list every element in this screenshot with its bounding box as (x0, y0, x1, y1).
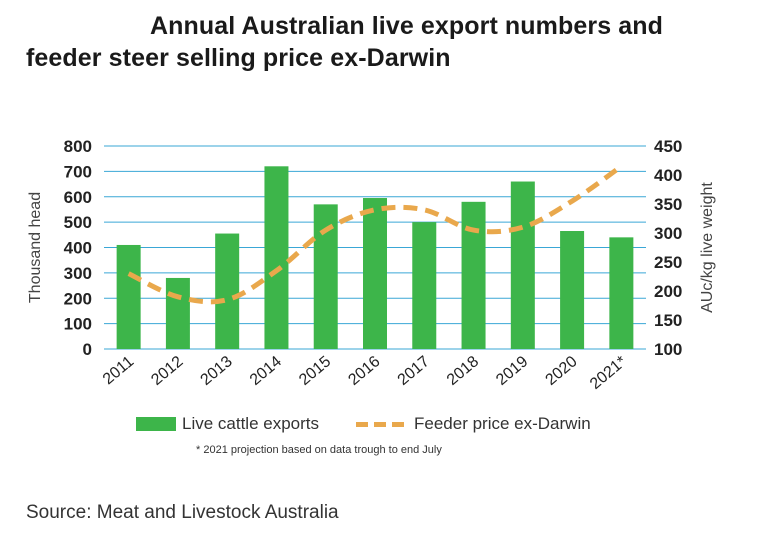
x-tick-label: 2018 (444, 353, 482, 389)
y-tick-label-right: 200 (654, 282, 682, 301)
y-tick-label-left: 800 (64, 137, 92, 156)
bar (510, 181, 535, 349)
source-text: Source: Meat and Livestock Australia (26, 502, 339, 523)
bar (215, 233, 240, 349)
chart-title-line1: Annual Australian live export numbers an… (150, 12, 663, 40)
legend-swatch-line (356, 421, 410, 427)
bar (560, 231, 585, 349)
bar (412, 222, 437, 349)
bar (609, 237, 634, 349)
bar (116, 244, 141, 349)
x-tick-label: 2011 (100, 353, 137, 388)
x-tick-label: 2013 (198, 353, 236, 389)
footnote: * 2021 projection based on data trough t… (196, 444, 442, 456)
price-line (127, 164, 623, 305)
bar (313, 204, 338, 349)
y-tick-label-left: 200 (64, 289, 92, 308)
y-tick-label-right: 450 (654, 137, 682, 156)
y-tick-label-left: 500 (64, 213, 92, 232)
y-tick-label-left: 0 (83, 340, 92, 359)
y-tick-label-left: 100 (64, 315, 92, 334)
bar (363, 198, 387, 349)
legend-label-price: Feeder price ex-Darwin (414, 414, 591, 433)
chart-area: 0 100 200 300 400 500 600 700 800 100 150 200 250 300… (27, 137, 716, 393)
x-tick-label: 2020 (542, 353, 580, 389)
bar (461, 201, 486, 349)
legend-swatch-bar (136, 417, 176, 431)
legend-item-price: Feeder price ex-Darwin (356, 414, 591, 434)
y-tick-label-right: 400 (654, 166, 682, 185)
y-axis-title-right: AUc/kg live weight (699, 182, 716, 313)
y-axis-title-left: Thousand head (27, 192, 44, 303)
chart-title-line2: feeder steer selling price ex-Darwin (26, 44, 451, 72)
legend-label-exports: Live cattle exports (182, 414, 320, 433)
y-tick-label-left: 600 (64, 188, 92, 207)
y-tick-label-left: 700 (64, 162, 92, 181)
y-tick-label-left: 400 (64, 239, 92, 258)
y-tick-label-right: 350 (654, 195, 682, 214)
legend-item-exports: Live cattle exports (136, 414, 319, 434)
x-tick-label: 2017 (395, 353, 433, 389)
x-tick-label: 2014 (247, 353, 285, 389)
y-tick-label-right: 300 (654, 224, 682, 243)
x-tick-label: 2012 (148, 353, 186, 389)
bar (264, 166, 289, 349)
x-tick-label: 2016 (345, 353, 383, 389)
x-tick-label: 2015 (296, 353, 334, 389)
x-tick-label: 2019 (493, 353, 531, 389)
y-tick-label-left: 300 (64, 264, 92, 283)
y-tick-label-right: 150 (654, 311, 682, 330)
bar (165, 277, 190, 349)
x-tick-label: 2021* (587, 353, 630, 393)
y-tick-label-right: 100 (654, 340, 682, 359)
y-tick-label-right: 250 (654, 253, 682, 272)
